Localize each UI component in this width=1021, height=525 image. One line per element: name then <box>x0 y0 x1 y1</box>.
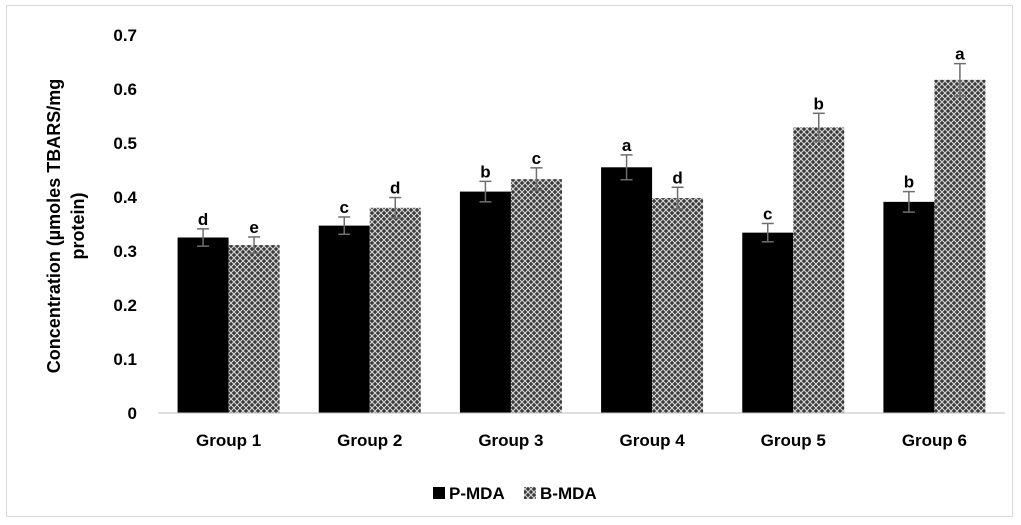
y-axis-label: Concentration (µmoles TBARS/mg protein) <box>44 79 88 373</box>
error-bar-p-mda-2 <box>338 216 351 236</box>
y-tick-label: 0.6 <box>113 80 137 99</box>
x-tick-label: Group 3 <box>478 431 543 450</box>
y-tick-label: 0.4 <box>113 188 137 207</box>
legend-swatch-p-mda <box>433 487 445 499</box>
x-tick-label: Group 1 <box>196 431 261 450</box>
error-bar-b-mda-1 <box>248 236 261 254</box>
legend-label-b-mda: B-MDA <box>540 484 597 503</box>
x-tick-label: Group 4 <box>619 431 685 450</box>
significance-label: d <box>672 168 682 187</box>
bar-b-mda-4 <box>652 198 704 413</box>
error-bar-p-mda-5 <box>761 222 774 243</box>
significance-label: c <box>532 149 541 168</box>
error-bar-p-mda-6 <box>902 190 915 213</box>
y-tick-label: 0.5 <box>113 134 137 153</box>
error-bars <box>197 62 966 254</box>
significance-label: e <box>249 218 258 237</box>
y-tick-label: 0.7 <box>113 26 137 45</box>
significance-label: d <box>198 210 208 229</box>
y-tick-label: 0.1 <box>113 350 137 369</box>
x-tick-label: Group 2 <box>337 431 402 450</box>
y-axis-label-line-2: protein) <box>68 193 88 260</box>
significance-label: b <box>904 173 914 192</box>
bars <box>177 79 986 413</box>
significance-label: c <box>340 198 349 217</box>
bar-p-mda-3 <box>459 191 511 413</box>
y-axis-ticks: 0 0.1 0.2 0.3 0.4 0.5 0.6 0.7 <box>113 26 137 423</box>
error-bar-b-mda-6 <box>953 62 966 97</box>
legend-label-p-mda: P-MDA <box>449 484 505 503</box>
significance-label: b <box>814 94 824 113</box>
bar-b-mda-6 <box>934 79 986 413</box>
x-axis-category-labels: Group 1 Group 2 Group 3 Group 4 Group 5 Group… <box>196 431 967 450</box>
significance-label: a <box>955 45 965 64</box>
error-bar-b-mda-4 <box>671 186 684 210</box>
error-bar-b-mda-2 <box>389 196 402 219</box>
significance-label: a <box>622 136 632 155</box>
x-tick-label: Group 6 <box>902 431 967 450</box>
y-tick-label: 0.3 <box>113 242 137 261</box>
y-tick-label: 0.2 <box>113 296 137 315</box>
significance-label: c <box>763 204 772 223</box>
bar-p-mda-1 <box>177 237 229 413</box>
bar-p-mda-2 <box>318 225 370 413</box>
significance-labels: d e c d b c a d c b b a <box>198 45 965 237</box>
error-bar-p-mda-3 <box>479 180 492 203</box>
bar-p-mda-4 <box>601 167 653 413</box>
error-bar-p-mda-4 <box>620 154 633 181</box>
bar-b-mda-5 <box>793 127 845 413</box>
x-tick-label: Group 5 <box>761 431 826 450</box>
significance-label: b <box>480 162 490 181</box>
bar-b-mda-1 <box>228 245 280 413</box>
y-tick-label: 0 <box>128 404 137 423</box>
error-bar-b-mda-3 <box>530 167 543 192</box>
error-bar-b-mda-5 <box>812 112 825 143</box>
y-axis-label-line-1: Concentration (µmoles TBARS/mg <box>44 79 64 373</box>
legend: P-MDA B-MDA <box>433 484 597 503</box>
bar-b-mda-3 <box>510 179 562 413</box>
bar-b-mda-2 <box>369 207 421 413</box>
error-bar-p-mda-1 <box>197 228 210 247</box>
legend-swatch-b-mda <box>524 487 536 499</box>
bar-p-mda-5 <box>742 232 794 413</box>
significance-label: d <box>390 179 400 198</box>
bar-p-mda-6 <box>883 201 935 413</box>
